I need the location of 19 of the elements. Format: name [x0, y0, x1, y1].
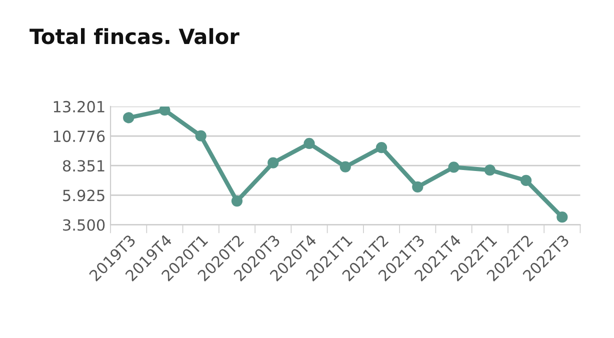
point	[376, 142, 388, 154]
point	[195, 130, 206, 142]
chart-title: Total fincas. Valor	[30, 28, 240, 44]
y-tick-label: 3.500	[63, 219, 105, 231]
point	[123, 112, 134, 124]
point	[340, 161, 351, 172]
y-tick-label: 10.776	[54, 130, 105, 142]
point	[484, 164, 496, 176]
point	[268, 157, 279, 168]
y-tick-label: 5.925	[63, 190, 104, 202]
point	[448, 162, 460, 173]
point	[304, 138, 315, 150]
point	[231, 195, 243, 207]
point	[412, 181, 424, 193]
y-tick-label: 8.351	[62, 160, 104, 172]
point	[520, 174, 532, 186]
point	[159, 106, 170, 116]
y-tick-label: 13.201	[54, 100, 104, 112]
point	[556, 212, 568, 223]
